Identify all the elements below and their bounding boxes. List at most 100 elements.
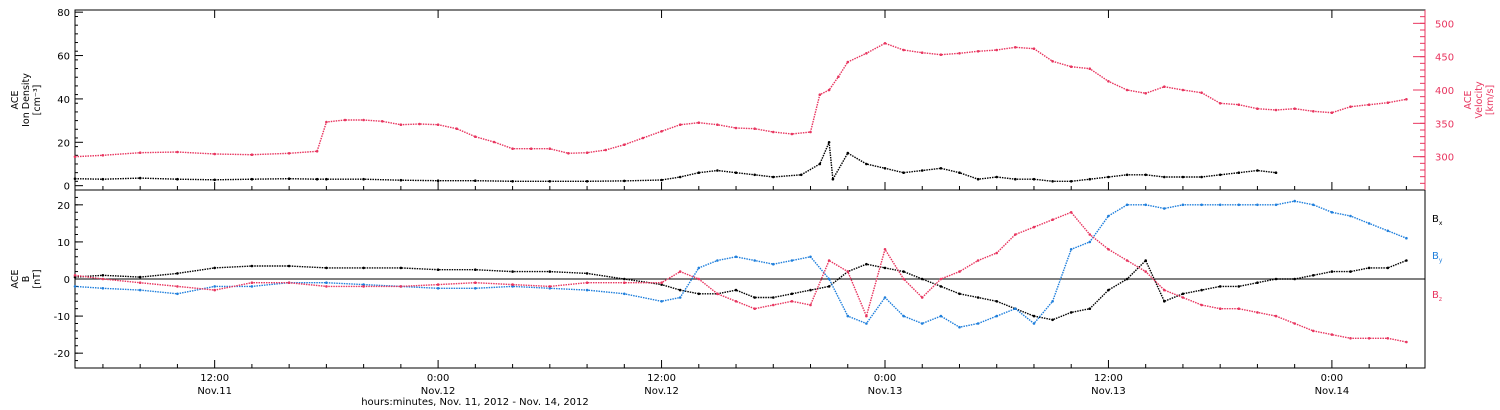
velocity-point	[958, 52, 961, 55]
velocity-point	[1293, 107, 1296, 110]
legend-subscript: y	[1439, 257, 1443, 264]
time-axis-caption: hours:minutes, Nov. 11, 2012 - Nov. 14, …	[361, 397, 589, 408]
by-point	[511, 285, 514, 288]
bx-point	[976, 296, 980, 299]
legend-subscript: x	[1439, 220, 1443, 227]
time-tick-label: 12:00	[1094, 373, 1123, 384]
legend-label: Bz	[1432, 290, 1442, 303]
time-tick-label: 12:00	[647, 373, 676, 384]
bx-point	[734, 288, 738, 292]
bz-point	[883, 248, 887, 251]
ion-density-point	[213, 178, 216, 182]
by-point	[939, 314, 943, 318]
bx-point	[73, 275, 77, 279]
velocity-point	[837, 75, 840, 78]
bx-point	[1405, 259, 1408, 262]
velocity-point	[213, 152, 216, 156]
velocity-point	[883, 42, 887, 45]
time-tick-label: 12:00	[200, 373, 229, 384]
velocity-point	[1256, 107, 1259, 110]
velocity-point	[585, 151, 589, 154]
bz-point	[1032, 225, 1036, 229]
by-point	[474, 287, 477, 290]
bx-point	[101, 274, 105, 277]
date-tick-label: Nov.12	[644, 386, 679, 397]
bz-point	[1125, 259, 1129, 262]
bz-point	[772, 303, 775, 307]
bz-point	[1237, 307, 1241, 311]
ion-density-point	[958, 171, 961, 174]
legend-label: By	[1432, 251, 1443, 264]
by-point	[1181, 203, 1185, 207]
bx-trace	[74, 259, 1407, 321]
bz-point	[660, 281, 663, 285]
by-point	[1144, 203, 1147, 207]
velocity-label-line: [km/s]	[1485, 85, 1496, 115]
bottom-left-tick-label: 10	[57, 238, 70, 249]
by-point	[548, 287, 552, 290]
bz-point	[73, 274, 77, 277]
bottom-left-tick-label: 20	[57, 201, 70, 212]
top-left-tick-label: 20	[57, 138, 70, 149]
bz-point	[809, 303, 812, 307]
bz-point	[399, 285, 403, 288]
velocity-point	[920, 51, 924, 54]
velocity-point	[753, 127, 756, 130]
bz-point	[976, 259, 980, 262]
bx-point	[1051, 318, 1054, 322]
velocity-point	[1237, 103, 1241, 106]
bx-point	[176, 272, 179, 275]
top-right-tick-label: 300	[1435, 153, 1454, 164]
bz-point	[827, 259, 831, 262]
by-point	[138, 288, 142, 292]
velocity-label-line: ACE	[1463, 91, 1474, 110]
velocity-point	[939, 53, 943, 56]
ion-density-point	[623, 179, 626, 183]
field-label-line: [nT]	[32, 269, 43, 288]
velocity-point	[380, 120, 384, 123]
bz-point	[1200, 303, 1203, 307]
top-panel-series	[73, 42, 1408, 183]
ion-density-point	[1237, 171, 1241, 174]
field-label-line-group: ACE B [nT]	[10, 269, 43, 288]
velocity-point	[73, 155, 77, 158]
top-left-tick-label: 80	[57, 8, 70, 19]
velocity-point	[716, 123, 719, 126]
velocity-point	[474, 135, 477, 138]
ion-density-point	[865, 162, 868, 166]
bx-point	[1367, 266, 1371, 270]
ion-density-label-line: Ion Density	[21, 73, 32, 127]
velocity-point	[436, 123, 440, 126]
bz-point	[1330, 333, 1334, 336]
ion-density-point	[753, 173, 756, 177]
velocity-point	[567, 152, 570, 155]
ion-density-point	[846, 151, 850, 155]
bz-point	[678, 270, 682, 273]
ion-density-point	[827, 141, 831, 144]
by-point	[1367, 222, 1371, 225]
bz-point	[138, 281, 142, 285]
by-point	[1293, 199, 1296, 203]
velocity-point	[678, 123, 682, 126]
bottom-left-tick-labels: -20 -10 0 10 20	[54, 196, 1425, 362]
by-point	[809, 255, 812, 259]
bx-point	[697, 292, 701, 296]
by-point	[623, 292, 626, 296]
velocity-point	[362, 118, 365, 122]
velocity-point	[1349, 105, 1352, 108]
by-point	[585, 288, 589, 292]
velocity-point	[138, 151, 142, 154]
top-panel-frame	[74, 9, 1426, 191]
bx-point	[1256, 281, 1259, 285]
bz-point	[790, 300, 794, 303]
ion-density-point	[548, 180, 552, 183]
ion-density-point	[1069, 180, 1073, 183]
bottom-left-tick-label: -10	[54, 312, 70, 323]
ion-density-axis-label: ACE Ion Density [cm⁻³]	[10, 73, 43, 127]
bx-point	[809, 288, 812, 292]
bx-point	[138, 275, 142, 279]
by-point	[1237, 203, 1241, 207]
velocity-point	[399, 123, 403, 126]
bz-point	[362, 285, 365, 288]
bz-point	[1405, 340, 1408, 344]
